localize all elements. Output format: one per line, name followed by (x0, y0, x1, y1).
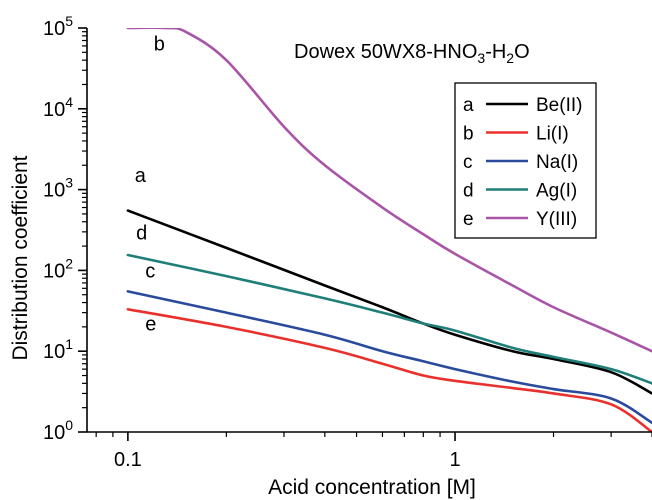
legend-name-e: Y(III) (536, 209, 577, 230)
y-tick-label-2: 102 (43, 255, 73, 282)
legend-box (454, 82, 597, 239)
x-axis-label: Acid concentration [M] (268, 476, 476, 499)
legend-letter-e: e (463, 209, 474, 230)
legend-name-c: Na(I) (536, 152, 578, 173)
curve-label-b: b (154, 33, 165, 55)
legend-name-d: Ag(I) (536, 181, 577, 202)
chart-title-sub-3: 3 (477, 50, 485, 66)
legend: a Be(II) b Li(I) c Na(I) d Ag(I) e Y(III) (454, 82, 597, 239)
chart-title-part-c: -H (485, 41, 506, 63)
curve-label-a: a (135, 165, 147, 187)
legend-name-a: Be(II) (536, 95, 582, 116)
chart-title-part-a: Dowex 50WX8-HNO (294, 41, 477, 63)
y-tick-label-3: 103 (43, 175, 73, 202)
y-tick-label-0: 100 (43, 417, 73, 444)
chart-title-sub-2: 2 (506, 50, 514, 66)
y-tick-label-5: 105 (43, 13, 73, 40)
series-line-d (126, 253, 652, 385)
legend-letter-a: a (463, 95, 474, 116)
axes-layer: 100 101 102 103 104 105 0.1 1 (43, 13, 652, 471)
y-axis-label: Distribution coefficient (9, 155, 32, 360)
legend-letter-d: d (463, 181, 474, 202)
curves-clipped (126, 28, 652, 432)
curve-label-c: c (145, 260, 155, 282)
curve-label-e: e (145, 314, 156, 336)
y-tick-label-4: 104 (43, 94, 73, 121)
chart-title: Dowex 50WX8-HNO3-H2O (294, 41, 530, 66)
x-tick-label-0.1: 0.1 (114, 449, 142, 471)
curve-label-d: d (136, 223, 147, 245)
chart-title-part-e: O (514, 41, 530, 63)
series-line-b (126, 308, 652, 432)
legend-letter-c: c (463, 152, 473, 173)
series-line-c (126, 290, 652, 425)
legend-letter-b: b (463, 124, 474, 145)
y-tick-label-1: 101 (43, 336, 73, 363)
x-tick-label-1: 1 (449, 449, 460, 471)
legend-name-b: Li(I) (536, 124, 569, 145)
series-line-e (126, 28, 652, 353)
